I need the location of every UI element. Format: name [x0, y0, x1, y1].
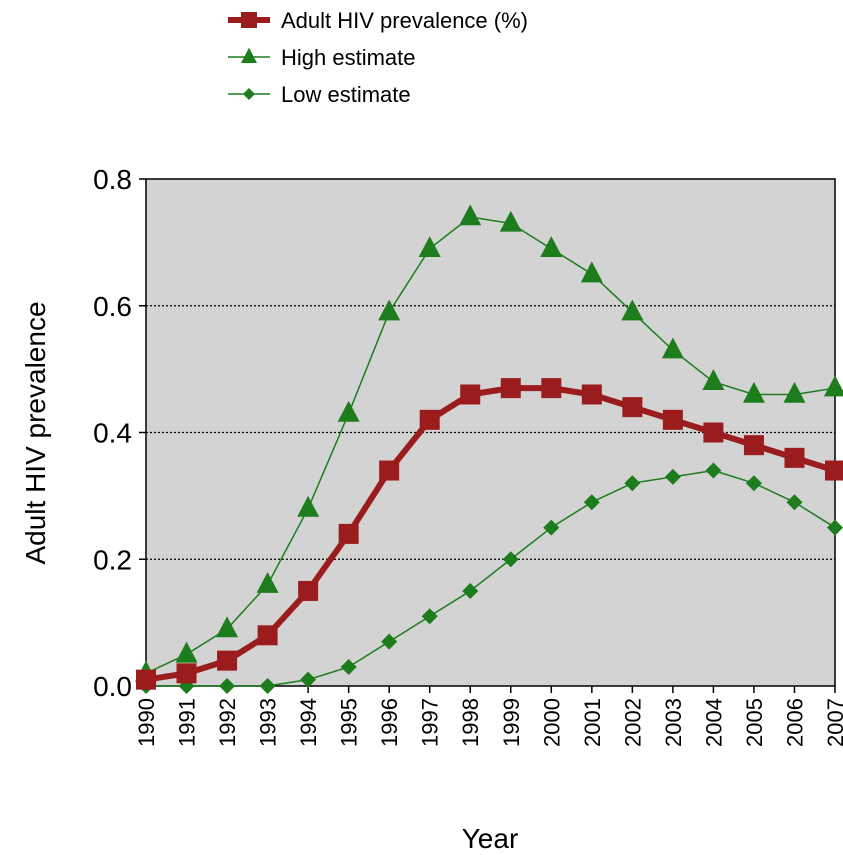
series-adult-prevalence	[136, 378, 843, 690]
data-point	[702, 369, 725, 391]
data-point	[300, 671, 317, 688]
legend-label: Low estimate	[281, 82, 411, 107]
legend-label: Adult HIV prevalence (%)	[281, 8, 528, 33]
x-tick-label: 1995	[337, 698, 362, 747]
y-axis: 0.0 0.2 0.4 0.6 0.8	[93, 164, 146, 702]
data-point	[418, 236, 441, 257]
data-point	[136, 669, 156, 690]
data-point	[421, 608, 438, 625]
x-tick-label: 1997	[418, 698, 443, 747]
x-tick-label: 2006	[782, 698, 807, 747]
x-tick-label: 1994	[296, 698, 321, 747]
x-tick-label: 1990	[134, 698, 159, 747]
data-point	[580, 261, 603, 283]
data-point	[379, 460, 400, 481]
data-point	[459, 204, 482, 226]
x-tick-label: 2001	[580, 698, 605, 747]
data-point	[337, 400, 360, 422]
legend-marker	[243, 88, 255, 100]
data-point	[661, 337, 684, 359]
legend-marker	[241, 12, 257, 28]
data-point	[338, 523, 359, 544]
data-point	[621, 299, 644, 321]
data-point	[216, 616, 239, 638]
data-point	[742, 381, 765, 403]
x-tick-label: 2003	[661, 698, 686, 747]
data-point	[543, 519, 560, 536]
grid-lines	[146, 305, 835, 560]
x-tick-label: 1999	[499, 698, 524, 747]
data-point	[502, 551, 519, 568]
series-layer	[135, 204, 843, 694]
y-tick-label: 0.2	[93, 544, 132, 575]
data-point	[784, 447, 805, 468]
data-point	[381, 633, 398, 650]
data-point	[743, 435, 764, 456]
data-point	[540, 236, 563, 257]
series-high-estimate	[135, 204, 843, 682]
x-tick-label: 1992	[215, 698, 240, 747]
data-point	[419, 409, 440, 430]
data-point	[217, 650, 238, 671]
legend: Adult HIV prevalence (%) High estimate Low…	[228, 8, 528, 107]
data-point	[257, 625, 278, 646]
x-tick-label: 2005	[742, 698, 767, 747]
data-point	[378, 299, 401, 321]
data-point	[786, 494, 803, 511]
data-point	[824, 375, 843, 397]
data-point	[705, 462, 722, 479]
data-point	[297, 495, 320, 517]
x-tick-label: 1996	[377, 698, 402, 747]
y-tick-label: 0.6	[93, 291, 132, 322]
data-point	[340, 658, 357, 675]
data-point	[219, 678, 236, 694]
data-point	[541, 378, 562, 399]
y-axis-label: Adult HIV prevalence	[20, 301, 51, 564]
x-tick-label: 2007	[823, 698, 843, 747]
x-tick-label: 2004	[701, 698, 726, 747]
data-point	[175, 641, 198, 663]
data-point	[745, 475, 762, 492]
data-point	[256, 571, 279, 593]
y-tick-label: 0.0	[93, 671, 132, 702]
data-point	[783, 381, 806, 403]
x-tick-label: 1993	[256, 698, 281, 747]
y-tick-label: 0.4	[93, 418, 132, 449]
data-point	[176, 663, 197, 684]
data-point	[827, 519, 843, 536]
data-point	[499, 210, 522, 232]
data-point	[703, 422, 724, 443]
series-low-estimate	[138, 462, 843, 694]
data-point	[500, 378, 521, 399]
legend-item: Adult HIV prevalence (%)	[228, 8, 528, 33]
data-point	[298, 580, 319, 601]
legend-marker	[241, 47, 257, 63]
x-axis: 1990 1991 1992 1993 1994 1995 1996 1997 1998 1999…	[134, 686, 843, 747]
data-point	[460, 384, 481, 405]
data-point	[664, 468, 681, 485]
x-tick-label: 1991	[175, 698, 200, 747]
data-point	[624, 475, 641, 492]
x-tick-label: 2000	[539, 698, 564, 747]
x-axis-label: Year	[462, 823, 519, 854]
data-point	[259, 678, 276, 694]
legend-item: High estimate	[228, 45, 416, 70]
data-point	[581, 384, 602, 405]
data-point	[583, 494, 600, 511]
legend-label: High estimate	[281, 45, 416, 70]
y-tick-label: 0.8	[93, 164, 132, 195]
data-point	[662, 409, 683, 430]
x-tick-label: 1998	[458, 698, 483, 747]
x-tick-label: 2002	[620, 698, 645, 747]
data-point	[462, 582, 479, 599]
legend-item: Low estimate	[228, 82, 411, 107]
data-point	[622, 397, 643, 418]
data-point	[825, 460, 843, 481]
